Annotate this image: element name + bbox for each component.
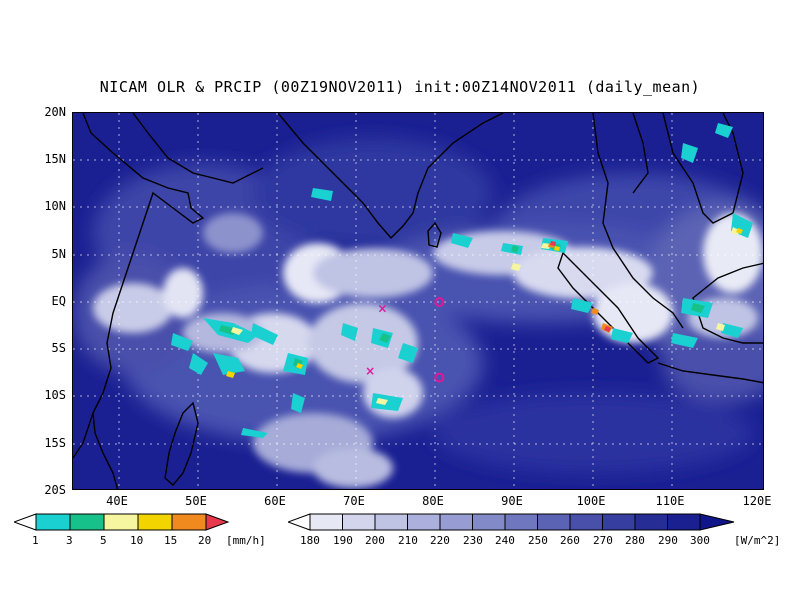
olr-colorbar: [288, 513, 735, 531]
cross-marker: ×: [377, 302, 387, 316]
precip-colorbar: [14, 513, 230, 531]
lon-label-90e: 90E: [501, 494, 523, 508]
olr-legend-label: 200: [365, 534, 385, 547]
olr-precip-map: ××: [73, 113, 763, 489]
coastlines: [73, 113, 763, 489]
precip-legend-label: 1: [32, 534, 39, 547]
olr-legend-label: 250: [528, 534, 548, 547]
olr-colorbar-cell: [342, 513, 376, 531]
lat-label-10n: 10N: [44, 199, 66, 213]
olr-colorbar-cell: [439, 513, 473, 531]
olr-legend-label: 220: [430, 534, 450, 547]
precip-legend-label: 3: [66, 534, 73, 547]
olr-legend-label: 210: [398, 534, 418, 547]
lat-label-20s: 20S: [44, 483, 66, 497]
olr-legend-label: 240: [495, 534, 515, 547]
lat-label-eq: EQ: [51, 294, 66, 308]
precip-colorbar-cell: [137, 513, 173, 531]
lon-label-80e: 80E: [422, 494, 444, 508]
lon-label-60e: 60E: [264, 494, 286, 508]
olr-legend-label: 190: [333, 534, 353, 547]
lat-label-5s: 5S: [51, 341, 66, 355]
precip-legend-label: 5: [100, 534, 107, 547]
circle-marker: [434, 372, 445, 383]
precip-colorbar-cell: [69, 513, 105, 531]
precip-colorbar-cell: [103, 513, 139, 531]
olr-colorbar-cell: [537, 513, 571, 531]
olr-colorbar-cell: [309, 513, 343, 531]
lon-label-120e: 120E: [742, 494, 772, 508]
lon-label-50e: 50E: [185, 494, 207, 508]
olr-legend-label: 260: [560, 534, 580, 547]
olr-units: [W/m^2]: [734, 534, 781, 547]
olr-colorbar-cell: [472, 513, 506, 531]
precip-units: [mm/h]: [226, 534, 266, 547]
precip-patches: [171, 123, 753, 438]
olr-legend-label: 280: [625, 534, 645, 547]
olr-colorbar-high-arrow: [699, 513, 735, 531]
precip-colorbar-cell: [35, 513, 71, 531]
lat-label-15n: 15N: [44, 152, 66, 166]
olr-colorbar-cell: [504, 513, 538, 531]
precip-legend-label: 20: [198, 534, 212, 547]
lon-label-40e: 40E: [106, 494, 128, 508]
lon-label-110e: 110E: [655, 494, 685, 508]
cross-marker: ×: [365, 364, 375, 378]
lat-label-5n: 5N: [51, 247, 66, 261]
olr-colorbar-cell: [569, 513, 603, 531]
olr-cloud-layer-bright: [93, 213, 763, 488]
precip-colorbar-cell: [171, 513, 207, 531]
map-panel: × ×: [72, 112, 764, 490]
lat-label-20n: 20N: [44, 105, 66, 119]
olr-legend-label: 230: [463, 534, 483, 547]
olr-colorbar-cell: [667, 513, 701, 531]
precip-legend-label: 10: [130, 534, 144, 547]
lon-label-100e: 100E: [576, 494, 606, 508]
chart-title: NICAM OLR & PRCIP (00Z19NOV2011) init:00…: [99, 78, 701, 96]
marker-layer: ××: [365, 297, 445, 383]
olr-colorbar-cell: [374, 513, 408, 531]
lat-label-15s: 15S: [44, 436, 66, 450]
olr-colorbar-cell: [407, 513, 441, 531]
olr-colorbar-cell: [602, 513, 636, 531]
olr-legend-label: 300: [690, 534, 710, 547]
lon-label-70e: 70E: [343, 494, 365, 508]
olr-legend-label: 180: [300, 534, 320, 547]
precip-colorbar-high-arrow: [205, 513, 230, 531]
grid-lines: [73, 113, 763, 489]
olr-legend-label: 270: [593, 534, 613, 547]
olr-colorbar-low-arrow: [288, 513, 311, 531]
precip-colorbar-low-arrow: [14, 513, 37, 531]
olr-colorbar-cell: [634, 513, 668, 531]
precip-legend-label: 15: [164, 534, 178, 547]
lat-label-10s: 10S: [44, 388, 66, 402]
olr-legend-label: 290: [658, 534, 678, 547]
circle-marker: [434, 297, 445, 307]
